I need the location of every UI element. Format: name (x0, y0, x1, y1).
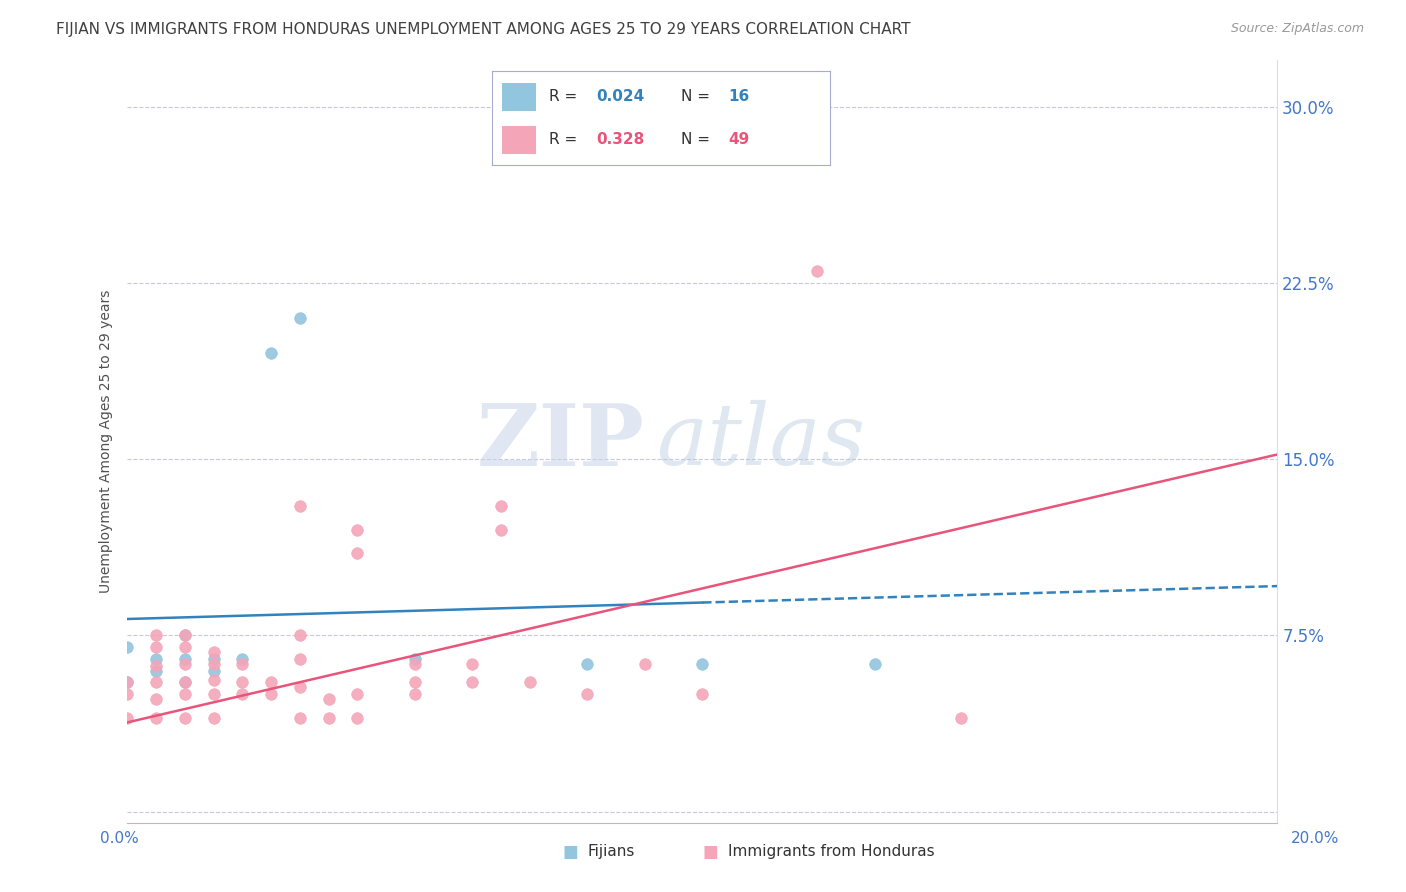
Point (173, 652, 195, 666)
Point (346, 711, 368, 725)
Point (576, 657, 599, 671)
Point (576, 687, 599, 701)
Point (145, 640, 167, 655)
Point (288, 628, 311, 642)
Point (117, 675, 139, 690)
Point (461, 675, 484, 690)
Text: 0.328: 0.328 (596, 132, 645, 147)
Point (346, 687, 368, 701)
Text: R =: R = (550, 89, 582, 104)
Text: N =: N = (681, 132, 714, 147)
Point (288, 711, 311, 725)
Text: ■: ■ (703, 843, 718, 861)
Point (145, 652, 167, 666)
Point (260, 346, 283, 360)
Text: FIJIAN VS IMMIGRANTS FROM HONDURAS UNEMPLOYMENT AMONG AGES 25 TO 29 YEARS CORREL: FIJIAN VS IMMIGRANTS FROM HONDURAS UNEMP… (56, 22, 911, 37)
Point (173, 675, 195, 690)
Text: atlas: atlas (657, 401, 865, 483)
Point (202, 673, 225, 687)
Point (489, 523, 512, 537)
Point (288, 680, 311, 694)
Text: 49: 49 (728, 132, 749, 147)
Text: Source: ZipAtlas.com: Source: ZipAtlas.com (1230, 22, 1364, 36)
Point (202, 711, 225, 725)
Text: Fijians: Fijians (588, 845, 636, 859)
Point (231, 687, 253, 701)
Point (202, 652, 225, 666)
Point (288, 499, 311, 513)
Point (690, 657, 713, 671)
FancyBboxPatch shape (502, 126, 536, 153)
Point (690, 687, 713, 701)
Point (346, 546, 368, 560)
Point (231, 675, 253, 690)
Point (950, 711, 973, 725)
Point (806, 264, 828, 278)
Point (404, 652, 426, 666)
Point (634, 657, 657, 671)
Point (863, 657, 886, 671)
Point (173, 657, 195, 671)
Point (173, 628, 195, 642)
Point (145, 664, 167, 678)
Point (260, 687, 283, 701)
Point (145, 675, 167, 690)
Text: 20.0%: 20.0% (1291, 831, 1339, 846)
Point (173, 687, 195, 701)
Text: Immigrants from Honduras: Immigrants from Honduras (728, 845, 935, 859)
Point (318, 711, 340, 725)
Point (117, 675, 139, 690)
Point (260, 675, 283, 690)
Point (346, 523, 368, 537)
Text: R =: R = (550, 132, 582, 147)
Point (288, 311, 311, 326)
Point (173, 640, 195, 655)
Point (145, 628, 167, 642)
Point (173, 675, 195, 690)
Point (318, 692, 340, 706)
Point (173, 628, 195, 642)
Point (461, 657, 484, 671)
Point (117, 687, 139, 701)
Text: 0.0%: 0.0% (100, 831, 139, 846)
FancyBboxPatch shape (502, 83, 536, 111)
Point (404, 687, 426, 701)
Text: 16: 16 (728, 89, 749, 104)
Point (173, 711, 195, 725)
Text: ■: ■ (562, 843, 578, 861)
Point (404, 657, 426, 671)
Point (202, 645, 225, 659)
Text: N =: N = (681, 89, 714, 104)
Point (489, 499, 512, 513)
Point (117, 640, 139, 655)
Point (145, 692, 167, 706)
Point (288, 652, 311, 666)
Y-axis label: Unemployment Among Ages 25 to 29 years: Unemployment Among Ages 25 to 29 years (100, 290, 114, 593)
Point (519, 675, 541, 690)
Point (202, 664, 225, 678)
Point (231, 652, 253, 666)
Point (231, 657, 253, 671)
Text: ZIP: ZIP (477, 400, 645, 483)
Point (404, 675, 426, 690)
Point (145, 711, 167, 725)
Point (117, 711, 139, 725)
Point (202, 687, 225, 701)
Point (145, 659, 167, 673)
Text: 0.024: 0.024 (596, 89, 645, 104)
Point (202, 657, 225, 671)
